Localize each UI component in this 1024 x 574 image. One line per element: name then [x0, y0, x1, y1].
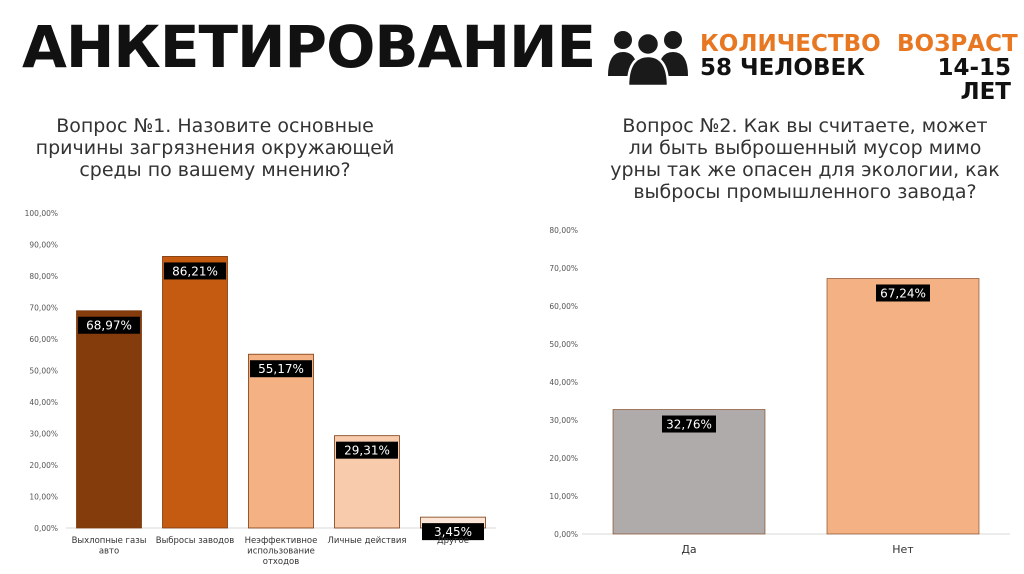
people-group-icon: [608, 31, 688, 86]
y-tick-label: 40,00%: [549, 378, 578, 387]
data-label-box: [78, 316, 140, 334]
data-label: 67,24%: [880, 286, 926, 300]
y-tick-label: 70,00%: [549, 264, 578, 273]
y-tick-label: 10,00%: [29, 493, 58, 502]
y-tick-label: 60,00%: [29, 335, 58, 344]
data-label-box: [876, 284, 930, 302]
y-tick-label: 60,00%: [549, 302, 578, 311]
question-2-line: Вопрос №2. Как вы считаете, может: [622, 115, 988, 137]
data-label-box: [336, 441, 398, 459]
question-1-line: среды по вашему мнению?: [79, 158, 351, 181]
data-label-box: [250, 360, 312, 378]
data-label: 68,97%: [86, 319, 132, 333]
data-label: 29,31%: [344, 444, 390, 458]
age-value: 14-15 ЛЕТ: [937, 55, 1011, 106]
question-1-line: причины загрязнения окружающей: [35, 136, 395, 159]
bar: [162, 256, 228, 529]
category-label: отходов: [263, 557, 299, 567]
category-label: Нет: [892, 543, 914, 556]
question-1-line: Вопрос №1. Назовите основные: [56, 115, 374, 137]
count-stat: КОЛИЧЕСТВО 58 ЧЕЛОВЕК: [700, 32, 881, 80]
category-label: Выбросы заводов: [156, 536, 235, 546]
data-label: 55,17%: [258, 362, 304, 376]
category-label: Да: [681, 543, 696, 556]
y-tick-label: 100,00%: [25, 209, 58, 218]
y-tick-label: 80,00%: [29, 272, 58, 281]
y-tick-label: 50,00%: [29, 367, 58, 376]
question-2-line: выбросы промышленного завода?: [633, 180, 977, 203]
count-label: КОЛИЧЕСТВО: [700, 31, 881, 57]
y-tick-label: 10,00%: [549, 492, 578, 501]
y-tick-label: 30,00%: [549, 416, 578, 425]
question-2-line: урны так же опасен для экологии, как: [610, 158, 1000, 181]
count-value: 58 ЧЕЛОВЕК: [700, 55, 866, 82]
question-1: Вопрос №1. Назовите основные причины заг…: [20, 115, 410, 182]
y-tick-label: 50,00%: [549, 340, 578, 349]
age-stat: ВОЗРАСТ 14-15 ЛЕТ: [897, 31, 1018, 106]
question-2-line: ли быть выброшенный мусор мимо: [628, 136, 982, 159]
data-label: 3,45%: [434, 525, 472, 539]
data-label-box: [164, 262, 226, 280]
age-label: ВОЗРАСТ: [897, 31, 1018, 57]
y-tick-label: 90,00%: [29, 241, 58, 250]
y-tick-label: 0,00%: [554, 530, 578, 539]
bar: [826, 278, 980, 535]
data-label: 32,76%: [666, 418, 712, 432]
y-tick-label: 20,00%: [29, 461, 58, 470]
category-label: Неэффективное: [245, 536, 318, 546]
question-2: Вопрос №2. Как вы считаете, может ли быт…: [590, 115, 1020, 203]
category-label: Выхлопные газы: [72, 536, 147, 546]
y-tick-label: 40,00%: [29, 398, 58, 407]
page-title: АНКЕТИРОВАНИЕ: [22, 13, 596, 81]
data-label: 86,21%: [172, 264, 218, 278]
y-tick-label: 70,00%: [29, 304, 58, 313]
bar: [76, 310, 142, 529]
category-label: использование: [247, 547, 315, 557]
data-label-box: [422, 523, 484, 541]
y-tick-label: 30,00%: [29, 430, 58, 439]
bar: [248, 353, 314, 529]
y-tick-label: 0,00%: [34, 524, 58, 533]
category-label: Другое: [437, 536, 469, 546]
category-label: авто: [99, 547, 119, 557]
y-tick-label: 80,00%: [549, 226, 578, 235]
category-label: Личные действия: [327, 536, 406, 546]
data-label-box: [662, 415, 716, 433]
y-tick-label: 20,00%: [549, 454, 578, 463]
